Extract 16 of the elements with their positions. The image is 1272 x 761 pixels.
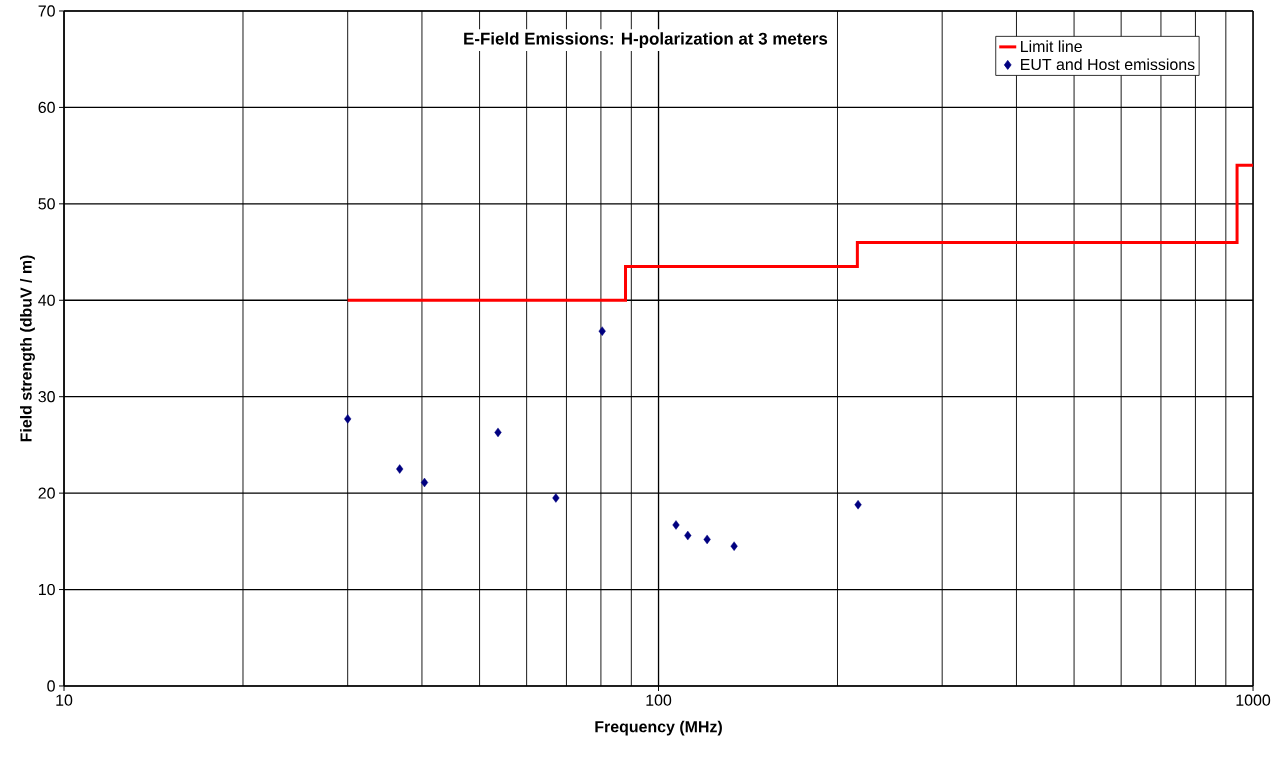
y-tick-label: 20 <box>38 487 55 499</box>
text: E-Field Emissions: H-polarization at 3 meters <box>464 32 828 48</box>
y-tick-label: 50 <box>38 198 55 210</box>
y-tick-label: 0 <box>47 680 55 692</box>
x-tick-label: 1000 <box>1236 694 1271 706</box>
y-tick-label: 30 <box>38 391 55 403</box>
y-axis-title: Field strength (dbuV / m) <box>20 255 35 442</box>
y-tick-label: 10 <box>39 583 55 596</box>
y-tick-label: 40 <box>38 294 55 306</box>
y-tick-label: 70 <box>38 5 55 17</box>
x-tick-label: 10 <box>56 694 73 706</box>
x-tick-label: 100 <box>646 694 672 706</box>
legend-label: Limit line <box>1021 40 1082 53</box>
y-tick-label: 60 <box>38 101 55 114</box>
legend-label: EUT and Host emissions <box>1021 58 1195 71</box>
x-axis-title: Frequency (MHz) <box>595 720 722 736</box>
